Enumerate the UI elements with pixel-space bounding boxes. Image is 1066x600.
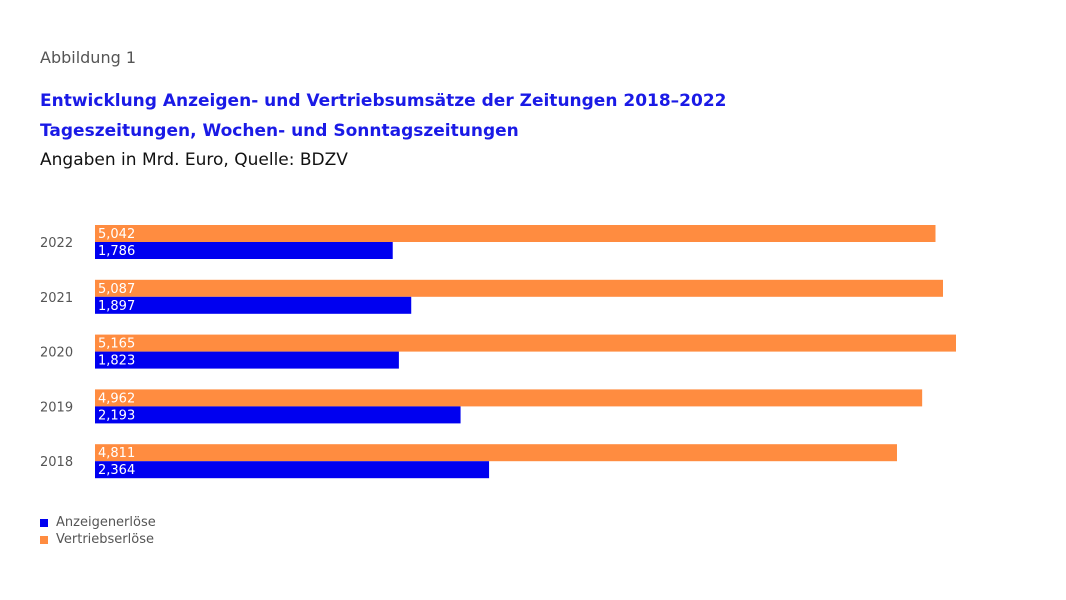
bar-anzeigen xyxy=(95,296,412,314)
data-label: 1,897 xyxy=(98,299,135,314)
data-label: 5,042 xyxy=(98,227,135,242)
bar-vertrieb xyxy=(95,279,943,297)
chart-subtitle: Tageszeitungen, Wochen- und Sonntagszeit… xyxy=(40,121,519,141)
category-label: 2019 xyxy=(40,400,73,415)
data-label: 5,087 xyxy=(98,282,135,297)
chart-title: Entwicklung Anzeigen- und Vertriebsumsät… xyxy=(40,91,727,111)
data-label: 4,962 xyxy=(98,391,135,406)
bar-anzeigen xyxy=(95,351,399,369)
data-label: 5,165 xyxy=(98,337,135,352)
legend-swatch-orange xyxy=(40,535,48,544)
bar-vertrieb xyxy=(95,334,956,352)
bar-vertrieb xyxy=(95,389,923,407)
data-label: 1,786 xyxy=(98,244,135,259)
legend-item-anzeigen: Anzeigenerlöse xyxy=(40,515,156,530)
category-label: 2018 xyxy=(40,455,73,470)
figure-label: Abbildung 1 xyxy=(40,48,137,67)
bar-anzeigen xyxy=(95,406,461,424)
category-label: 2021 xyxy=(40,291,73,306)
legend-label: Anzeigenerlöse xyxy=(56,515,156,530)
data-label: 1,823 xyxy=(98,354,135,369)
legend-label: Vertriebserlöse xyxy=(56,532,154,547)
chart-note: Angaben in Mrd. Euro, Quelle: BDZV xyxy=(40,150,348,170)
bar-vertrieb xyxy=(95,225,936,242)
legend-item-vertrieb: Vertriebserlöse xyxy=(40,532,154,547)
data-label: 2,193 xyxy=(98,408,135,423)
bar-anzeigen xyxy=(95,461,490,479)
category-label: 2022 xyxy=(40,236,73,251)
data-label: 4,811 xyxy=(98,446,135,461)
data-label: 2,364 xyxy=(98,463,135,478)
bar-vertrieb xyxy=(95,444,897,462)
bar-anzeigen xyxy=(95,242,393,259)
legend-swatch-blue xyxy=(40,518,48,527)
category-label: 2020 xyxy=(40,346,73,361)
